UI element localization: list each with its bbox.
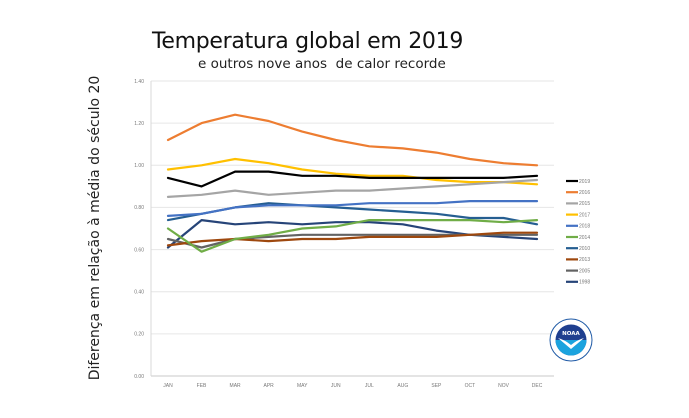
x-tick-label: OCT bbox=[465, 383, 476, 389]
y-tick-label: 0.60 bbox=[134, 247, 144, 253]
series-lines bbox=[166, 113, 539, 253]
legend-label: 2014 bbox=[579, 235, 590, 241]
legend-label: 2016 bbox=[579, 190, 590, 196]
y-tick-label: 1.00 bbox=[134, 163, 144, 169]
chart-title: Temperatura global em 2019 bbox=[152, 29, 464, 54]
gridlines bbox=[150, 80, 554, 377]
y-tick-label: 1.40 bbox=[134, 79, 144, 85]
x-tick-label: DEC bbox=[532, 383, 543, 389]
logo-text: NOAA bbox=[562, 331, 580, 337]
series-line-2005 bbox=[166, 233, 539, 249]
legend-label: 2010 bbox=[579, 246, 590, 252]
legend-label: 2013 bbox=[579, 257, 590, 263]
x-tick-label: APR bbox=[264, 383, 275, 389]
legend-item-2013: 2013 bbox=[566, 257, 590, 263]
series-line-2015 bbox=[166, 178, 539, 198]
x-tick-label: JUN bbox=[331, 383, 341, 389]
series-line-2018 bbox=[166, 200, 539, 217]
series-line-2017 bbox=[166, 157, 539, 186]
x-tick-labels: JAN FEB MAR APR MAY JUN JUL AUG SEP OCT NOV DEC bbox=[163, 383, 542, 389]
x-tick-label: AUG bbox=[397, 383, 408, 389]
x-tick-label: JAN bbox=[163, 383, 173, 389]
x-tick-label: SEP bbox=[431, 383, 442, 389]
legend-item-1998: 1998 bbox=[566, 280, 590, 286]
legend-item-2015: 2015 bbox=[566, 201, 590, 207]
series-line-2016 bbox=[166, 113, 539, 167]
y-tick-label: 0.40 bbox=[134, 290, 144, 296]
legend-item-2017: 2017 bbox=[566, 212, 590, 218]
legend-item-2010: 2010 bbox=[566, 246, 590, 252]
x-tick-label: NOV bbox=[498, 383, 510, 389]
legend-label: 2019 bbox=[579, 179, 590, 185]
legend: 2019 2016 2015 2017 2018 2014 2010 2013 2005 1998 bbox=[566, 179, 590, 286]
x-tick-label: MAR bbox=[230, 383, 242, 389]
legend-label: 2017 bbox=[579, 212, 590, 218]
series-line-2013 bbox=[166, 231, 539, 247]
chart-subtitle: e outros nove anos de calor recorde bbox=[198, 56, 446, 72]
y-tick-label: 1.20 bbox=[134, 121, 144, 127]
y-tick-label: 0.00 bbox=[134, 374, 144, 380]
legend-item-2019: 2019 bbox=[566, 179, 590, 185]
legend-item-2018: 2018 bbox=[566, 224, 590, 230]
x-tick-label: FEB bbox=[197, 383, 207, 389]
legend-item-2014: 2014 bbox=[566, 235, 590, 241]
legend-label: 2018 bbox=[579, 224, 590, 230]
y-tick-label: 0.20 bbox=[134, 332, 144, 338]
y-tick-labels: 0.00 0.20 0.40 0.60 0.80 1.00 1.20 1.40 bbox=[134, 79, 144, 380]
legend-label: 2015 bbox=[579, 201, 590, 207]
legend-item-2016: 2016 bbox=[566, 190, 590, 196]
noaa-logo-icon: NOAA bbox=[549, 318, 593, 362]
legend-label: 2005 bbox=[579, 268, 590, 274]
x-tick-label: MAY bbox=[297, 383, 308, 389]
legend-item-2005: 2005 bbox=[566, 268, 590, 274]
legend-label: 1998 bbox=[579, 280, 590, 286]
series-line-2014 bbox=[166, 219, 539, 253]
series-line-2019 bbox=[166, 170, 539, 188]
x-tick-label: JUL bbox=[365, 383, 374, 389]
y-tick-label: 0.80 bbox=[134, 205, 144, 211]
